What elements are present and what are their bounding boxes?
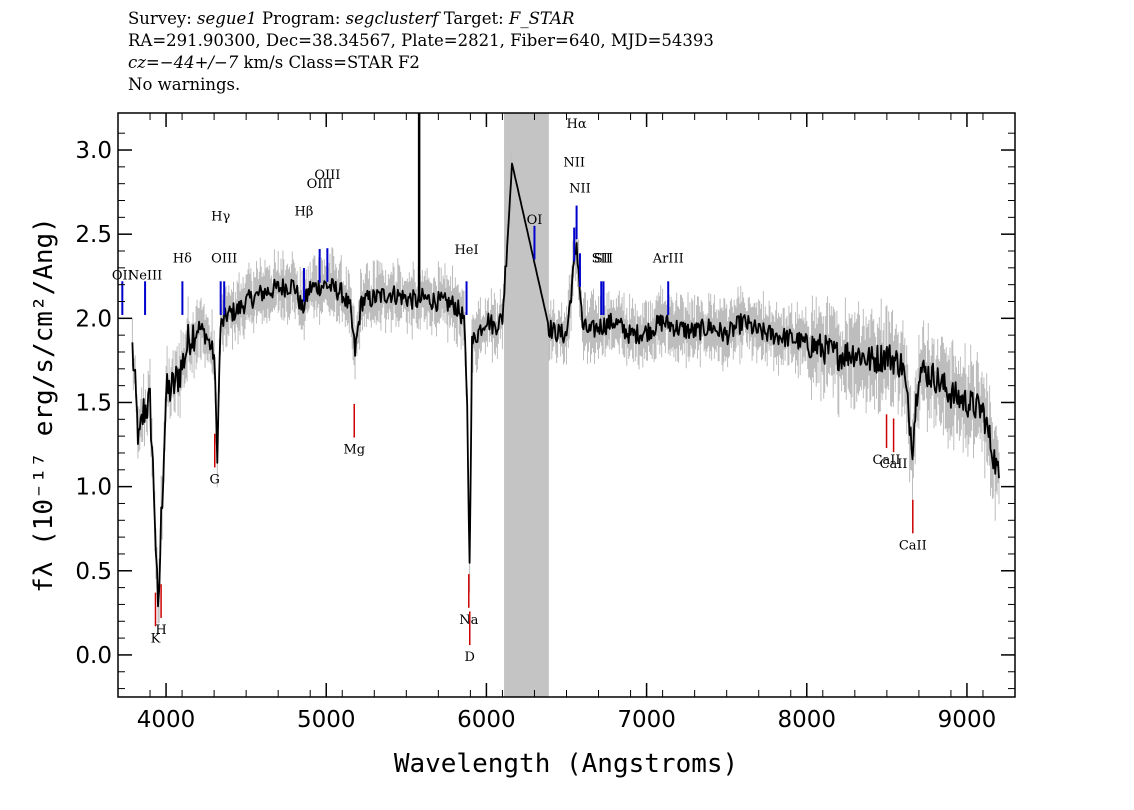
cz-value: cz=−44+/−7 xyxy=(128,53,239,72)
emission-line-label: SII xyxy=(592,251,611,266)
spectrum-layer xyxy=(131,113,1000,608)
program-value: segclusterf xyxy=(345,9,439,28)
header-line-4: No warnings. xyxy=(128,75,241,94)
spectral-lines-layer: OIINeIIIHδHγOIIIHβOIIIOIIIHeIOINIIHαNIIS… xyxy=(112,117,927,665)
survey-label: Survey: xyxy=(128,9,192,28)
absorption-line-label: Mg xyxy=(343,443,365,458)
y-tick-label: 0.0 xyxy=(75,643,112,669)
absorption-line-label: CaII xyxy=(880,457,908,472)
x-tick-label: 7000 xyxy=(617,707,676,733)
absorption-line-label: D xyxy=(465,650,475,665)
y-axis-title: fλ (10⁻¹⁷ erg/s/cm²/Ang) xyxy=(29,217,59,593)
x-axis-title: Wavelength (Angstroms) xyxy=(394,749,738,779)
x-tick-label: 9000 xyxy=(938,707,997,733)
masked-region xyxy=(504,113,549,697)
y-tick-label: 0.5 xyxy=(75,559,112,585)
error-layer xyxy=(131,150,1000,624)
emission-line-label: OI xyxy=(527,213,543,228)
absorption-line-label: G xyxy=(210,472,220,487)
y-tick-label: 3.0 xyxy=(75,138,112,164)
emission-line-label: NII xyxy=(569,181,591,196)
emission-line-label: Hα xyxy=(567,117,587,132)
emission-line-label: ArIII xyxy=(652,251,684,266)
emission-line-label: SII xyxy=(594,251,613,266)
y-tick-label: 1.0 xyxy=(75,475,112,501)
header-line-1: Survey: segue1 Program: segclusterf Targ… xyxy=(128,8,714,30)
emission-line-label: Hβ xyxy=(295,205,314,220)
absorption-line-label: CaII xyxy=(899,538,927,553)
absorption-line-label: CaII xyxy=(873,453,901,468)
absorption-line-label: K xyxy=(151,631,161,646)
y-tick-label: 2.5 xyxy=(75,222,112,248)
emission-line-label: OIII xyxy=(314,168,340,183)
program-label: Program: xyxy=(261,9,341,28)
emission-line-label: OIII xyxy=(307,177,333,192)
spectrum-header: Survey: segue1 Program: segclusterf Targ… xyxy=(128,8,714,96)
class-value: km/s Class=STAR F2 xyxy=(238,53,420,72)
header-line-2: RA=291.90300, Dec=38.34567, Plate=2821, … xyxy=(128,31,714,50)
y-tick-label: 2.0 xyxy=(75,306,112,332)
masked-region-layer xyxy=(504,113,549,697)
emission-line-label: NeIII xyxy=(128,268,162,283)
absorption-line-label: H xyxy=(155,623,166,638)
x-tick-label: 6000 xyxy=(457,707,516,733)
header-line-3: cz=−44+/−7 km/s Class=STAR F2 xyxy=(128,52,714,74)
emission-line-label: Hγ xyxy=(211,209,230,224)
emission-line-label: HeI xyxy=(454,243,478,258)
emission-line-label: OII xyxy=(112,268,133,283)
emission-line-label: NII xyxy=(563,156,585,171)
target-value: F_STAR xyxy=(508,9,575,28)
target-label: Target: xyxy=(443,9,504,28)
survey-value: segue1 xyxy=(197,9,257,28)
y-tick-label: 1.5 xyxy=(75,390,112,416)
emission-line-label: Hδ xyxy=(173,251,192,266)
spectrum-line xyxy=(131,162,1000,608)
x-tick-label: 4000 xyxy=(137,707,196,733)
axis-ticks: 4000 5000 6000 7000 8000 9000 0.0 0.5 1.0 1.5 2.0 2… xyxy=(75,113,1016,733)
x-tick-label: 8000 xyxy=(777,707,836,733)
x-tick-label: 5000 xyxy=(297,707,356,733)
absorption-line-label: Na xyxy=(459,613,478,628)
emission-line-label: OIII xyxy=(211,251,237,266)
error-envelope xyxy=(131,150,1000,624)
